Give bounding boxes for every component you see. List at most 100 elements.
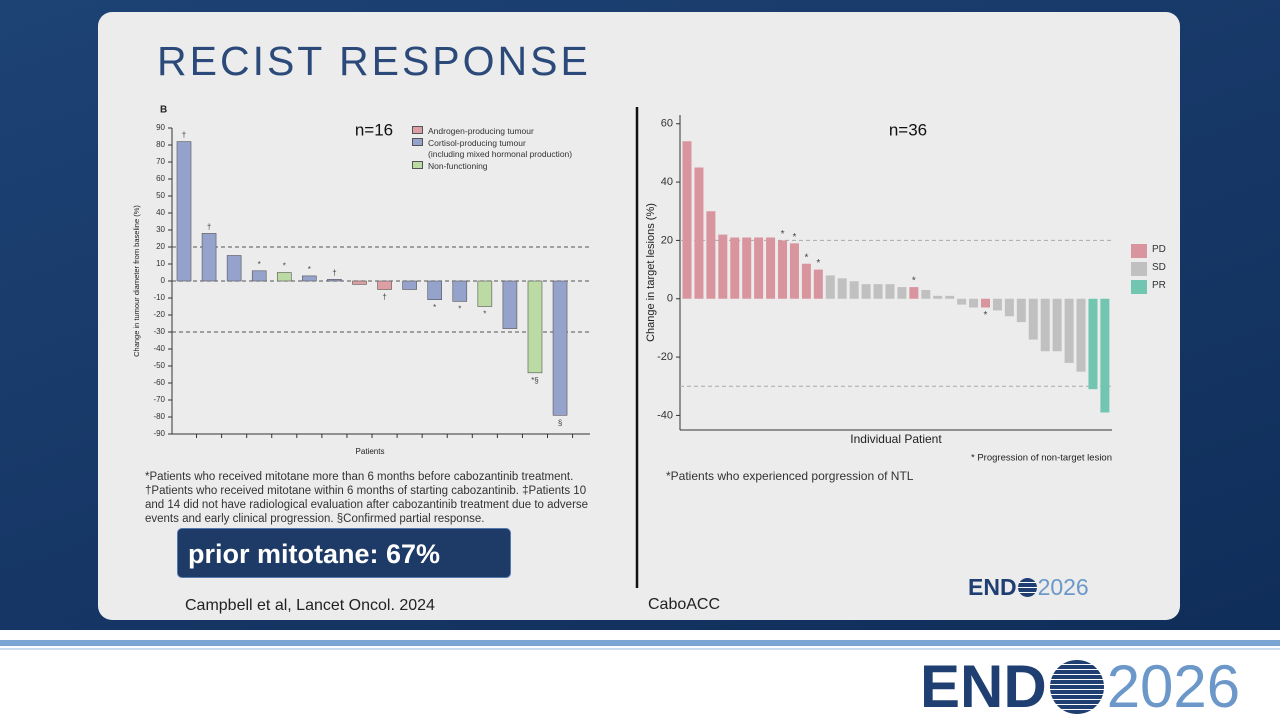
bar — [742, 237, 752, 299]
bar — [706, 211, 716, 299]
legend-swatch — [1131, 262, 1147, 276]
y-tick-label: -30 — [153, 327, 165, 336]
y-tick-label: 50 — [156, 191, 165, 200]
logo-text: 2026 — [1037, 574, 1089, 600]
y-tick-label: -20 — [657, 351, 673, 363]
logo-text: END — [920, 653, 1047, 720]
y-tick-label: -70 — [153, 395, 165, 404]
bar — [1076, 298, 1086, 372]
legend-label: PD — [1152, 244, 1166, 255]
y-tick-label: 90 — [156, 123, 165, 132]
y-tick-label: 10 — [156, 259, 165, 268]
panel-label: B — [160, 105, 167, 116]
y-tick-label: -10 — [153, 293, 165, 302]
bar — [957, 298, 967, 305]
bar — [694, 167, 704, 299]
footnote-line: events and early clinical progression. §… — [145, 513, 485, 525]
y-tick-label: 70 — [156, 157, 165, 166]
citation: CaboACC — [648, 596, 721, 613]
legend-item: Androgen-producing tumour — [412, 126, 534, 137]
bar — [1016, 298, 1026, 323]
legend-item: PD — [1131, 244, 1166, 258]
legend-label: Androgen-producing tumour — [428, 126, 534, 136]
bar-marker: * — [816, 258, 820, 269]
bar-marker: * — [433, 303, 436, 312]
logo-globe — [1017, 578, 1037, 597]
bar — [718, 234, 728, 299]
y-tick-label: 60 — [156, 174, 165, 183]
highlight-box: prior mitotane: 67% — [177, 528, 511, 578]
bar — [1088, 298, 1098, 390]
bar — [933, 295, 943, 299]
slide-logo: END 2026 — [968, 574, 1089, 601]
left-footnote: *Patients who received mitotane more tha… — [145, 470, 588, 526]
bar — [552, 280, 568, 416]
bar — [302, 275, 317, 282]
bar-marker: * — [793, 232, 797, 243]
bar — [981, 298, 990, 308]
bar — [801, 263, 811, 299]
y-tick-label: -40 — [153, 344, 165, 353]
y-tick-label: 30 — [156, 225, 165, 234]
y-tick-label: -80 — [153, 412, 165, 421]
bar — [502, 280, 518, 329]
bar — [945, 295, 955, 299]
slide-card — [98, 12, 1180, 620]
y-tick-label: 20 — [661, 234, 673, 246]
bar — [849, 281, 859, 299]
bar — [276, 272, 292, 282]
footnote-line: and 14 did not have radiological evaluat… — [145, 499, 589, 511]
legend-item: Non-functioning — [412, 161, 488, 172]
citation: Campbell et al, Lancet Oncol. 2024 — [185, 597, 435, 614]
logo-text: 2026 — [1106, 653, 1241, 720]
bar — [813, 269, 823, 299]
bar — [452, 280, 468, 302]
legend-swatch — [412, 126, 423, 134]
slide-title: RECIST RESPONSE — [157, 38, 591, 84]
x-axis-label: Individual Patient — [850, 432, 942, 446]
bar-marker: * — [984, 310, 988, 321]
bar-marker: * — [458, 305, 461, 314]
bar — [1040, 298, 1050, 352]
bar — [1004, 298, 1014, 317]
legend-label: SD — [1152, 262, 1166, 273]
y-tick-label: -60 — [153, 378, 165, 387]
bar — [327, 278, 342, 282]
y-tick-label: 0 — [667, 293, 673, 305]
logo-text: END — [968, 574, 1017, 600]
y-axis-label: Change in tumour diameter from baseline … — [132, 205, 141, 357]
bar — [251, 270, 267, 282]
bar — [837, 278, 847, 299]
bar — [682, 141, 692, 299]
bar-marker: † — [332, 268, 336, 277]
y-tick-label: 0 — [161, 276, 166, 285]
bar-marker: * — [804, 252, 808, 263]
bar-marker: † — [182, 131, 186, 140]
legend-label: Non-functioning — [428, 161, 488, 171]
y-tick-label: 20 — [156, 242, 165, 251]
annotation: n=16 — [355, 120, 393, 139]
bar — [754, 237, 764, 299]
bar — [969, 298, 979, 308]
y-tick-label: 40 — [156, 208, 165, 217]
bar — [477, 280, 493, 307]
bar — [1052, 298, 1062, 352]
bar — [1028, 298, 1038, 340]
bar — [176, 141, 192, 282]
bar-marker: † — [207, 223, 211, 232]
legend-item: PR — [1131, 280, 1166, 294]
bar-marker: † — [382, 293, 386, 302]
bar-marker: * — [308, 265, 311, 274]
legend-swatch — [412, 138, 423, 146]
bar — [992, 298, 1002, 311]
bar — [527, 280, 543, 374]
legend-label: Cortisol-producing tumour (including mix… — [428, 138, 573, 159]
annotation: n=36 — [889, 120, 927, 139]
y-tick-label: -40 — [657, 409, 673, 421]
bar — [909, 287, 919, 299]
bar — [402, 280, 417, 290]
bar-marker: * — [258, 260, 261, 269]
bar — [427, 280, 443, 301]
legend-swatch — [412, 161, 423, 169]
